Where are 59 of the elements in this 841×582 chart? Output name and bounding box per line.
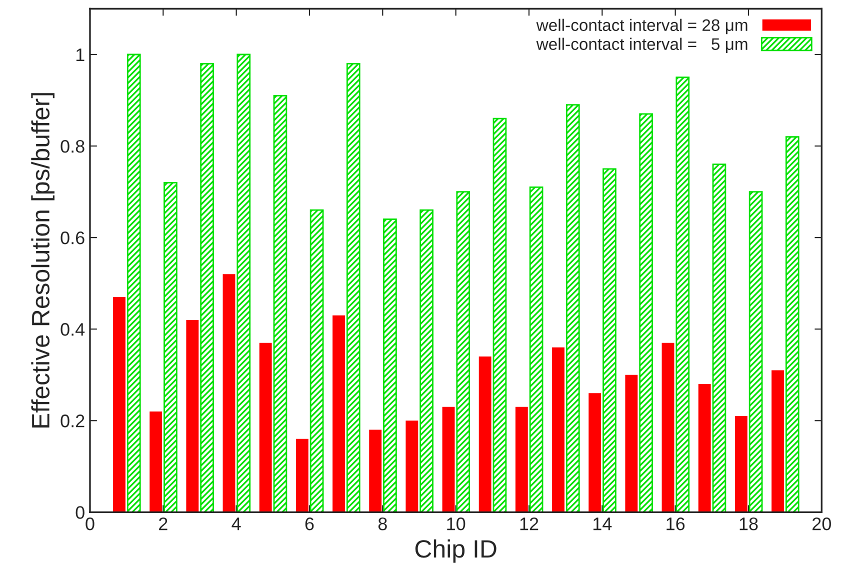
bar bbox=[625, 374, 638, 512]
x-axis-title: Chip ID bbox=[415, 539, 496, 563]
bar bbox=[602, 168, 616, 512]
bar bbox=[186, 320, 199, 512]
bar bbox=[310, 209, 324, 512]
bar bbox=[259, 342, 272, 512]
bar bbox=[456, 191, 470, 512]
bar bbox=[296, 438, 308, 512]
x-tick-label: 2 bbox=[159, 518, 168, 530]
y-axis-title: Effective Resolution [ps/buffer] bbox=[31, 93, 54, 428]
x-tick-label: 0 bbox=[86, 518, 94, 530]
bar bbox=[420, 209, 434, 512]
bar bbox=[126, 54, 141, 512]
bar bbox=[406, 420, 418, 512]
bar bbox=[346, 62, 360, 512]
y-tick-label: 0.6 bbox=[60, 231, 84, 244]
bar bbox=[113, 297, 126, 512]
bar bbox=[772, 370, 784, 512]
bar bbox=[222, 274, 236, 512]
bar bbox=[150, 411, 162, 512]
bar bbox=[515, 406, 528, 512]
x-tick-label: 12 bbox=[520, 518, 538, 530]
bar bbox=[676, 76, 690, 512]
y-tick-label: 0.2 bbox=[60, 414, 84, 428]
bar bbox=[529, 186, 544, 512]
x-tick-label: 18 bbox=[740, 518, 758, 530]
x-tick-label: 6 bbox=[305, 518, 314, 530]
bar bbox=[748, 191, 763, 512]
y-tick-label: 0 bbox=[76, 506, 84, 519]
legend-label: well-contact interval = 5 μm bbox=[536, 38, 748, 54]
y-tick-label: 1 bbox=[76, 48, 84, 62]
bar bbox=[200, 62, 214, 512]
x-tick-label: 4 bbox=[232, 518, 241, 530]
bar bbox=[639, 113, 653, 512]
bar bbox=[383, 218, 397, 512]
bar bbox=[712, 164, 726, 512]
bar bbox=[236, 54, 251, 512]
x-tick-label: 16 bbox=[666, 518, 685, 530]
bar bbox=[552, 347, 564, 512]
x-tick-label: 10 bbox=[447, 518, 466, 530]
y-tick-label: 0.4 bbox=[60, 323, 85, 336]
bar bbox=[734, 416, 748, 512]
bar bbox=[698, 384, 711, 512]
y-tick-label: 0.8 bbox=[60, 140, 84, 153]
bar bbox=[662, 342, 674, 512]
bar bbox=[369, 430, 382, 512]
bar bbox=[164, 182, 178, 512]
legend-label: well-contact interval = 28 μm bbox=[536, 18, 748, 34]
bar bbox=[785, 136, 800, 512]
bar bbox=[492, 118, 507, 512]
bar bbox=[442, 406, 455, 512]
x-tick-label: 20 bbox=[812, 518, 831, 530]
bar bbox=[478, 356, 492, 512]
x-tick-label: 8 bbox=[378, 518, 387, 530]
bar bbox=[588, 393, 602, 512]
x-tick-label: 14 bbox=[593, 518, 612, 530]
bar bbox=[273, 94, 288, 512]
bar bbox=[566, 104, 580, 512]
bar bbox=[332, 315, 345, 512]
